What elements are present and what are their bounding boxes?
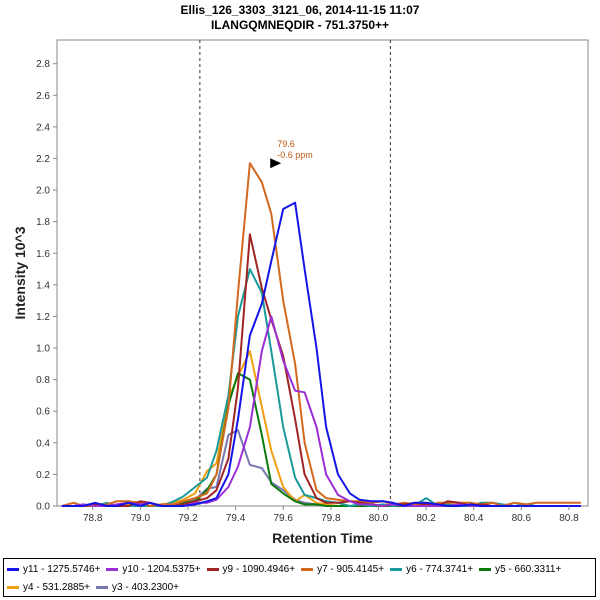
chart-subtitle: ILANGQMNEQDIR - 751.3750++ [211, 18, 389, 32]
x-tick-label: 79.2 [178, 513, 198, 524]
legend-row: y11 - 1275.5746+ y10 - 1204.5375+ y9 - 109… [7, 561, 567, 577]
y-tick-label: 1.4 [36, 280, 50, 291]
y-tick-label: 0.2 [36, 470, 50, 481]
x-tick-label: 78.8 [83, 513, 103, 524]
x-axis: 78.8 79.0 79.2 79.4 79.6 79.8 80.0 80.2 80.4 80.6… [83, 506, 579, 524]
chart-title: Ellis_126_3303_3121_06, 2014-11-15 11:07 [181, 3, 420, 17]
y-tick-label: 1.0 [36, 344, 50, 355]
legend-item: y5 - 660.3311+ [479, 564, 561, 575]
x-tick-label: 80.0 [369, 513, 389, 524]
y-tick-label: 2.2 [36, 154, 50, 165]
legend-swatch [206, 567, 219, 571]
legend-label: y5 - 660.3311+ [495, 563, 562, 575]
y-axis: 0.0 0.2 0.4 0.6 0.8 1.0 1.2 1.4 1.6 1.8 2.0 2.2 2.4 2… [36, 59, 57, 513]
x-tick-label: 80.2 [416, 513, 436, 524]
y-tick-label: 1.8 [36, 217, 50, 228]
y-axis-title: Intensity 10^3 [12, 226, 28, 319]
y-tick-label: 0.0 [36, 502, 50, 513]
legend-swatch [479, 567, 492, 571]
legend: y11 - 1275.5746+ y10 - 1204.5375+ y9 - 109… [3, 558, 596, 597]
legend-item: y7 - 905.4145+ [301, 564, 384, 575]
y-tick-label: 0.8 [36, 375, 50, 386]
series-lines [61, 162, 581, 507]
legend-item: y9 - 1090.4946+ [206, 563, 296, 575]
legend-swatch [301, 567, 314, 571]
x-tick-label: 80.6 [512, 513, 532, 524]
y-tick-label: 2.4 [36, 122, 50, 133]
legend-item: y4 - 531.2885+ [7, 582, 90, 593]
y-tick-label: 0.4 [36, 438, 50, 449]
x-tick-label: 79.0 [131, 513, 151, 524]
y-tick-label: 2.6 [36, 91, 50, 102]
x-tick-label: 79.8 [321, 513, 341, 524]
legend-swatch [7, 585, 19, 589]
peak-marker [270, 158, 282, 169]
legend-label: y9 - 1090.4946+ [222, 563, 296, 575]
peak-rt-label: 79.6 [277, 139, 295, 149]
y-tick-label: 0.6 [36, 407, 50, 418]
legend-item: y3 - 403.2300+ [96, 582, 179, 593]
y-tick-label: 2.8 [36, 59, 50, 70]
legend-row: y4 - 531.2885+ y3 - 403.2300+ [7, 579, 185, 595]
legend-swatch [106, 567, 119, 571]
peak-annotation: 79.6 -0.6 ppm [270, 139, 313, 169]
x-tick-label: 80.8 [559, 513, 579, 524]
legend-item: y6 - 774.3741+ [390, 564, 473, 575]
x-axis-title: Retention Time [272, 530, 373, 546]
legend-label: y3 - 403.2300+ [112, 581, 179, 593]
plot-area [56, 39, 589, 507]
legend-swatch [7, 567, 19, 571]
legend-swatch [390, 567, 403, 571]
peak-ppm-label: -0.6 ppm [277, 150, 313, 160]
y-tick-label: 1.6 [36, 249, 50, 260]
y-tick-label: 1.2 [36, 312, 50, 323]
x-tick-label: 79.6 [273, 513, 293, 524]
legend-label: y6 - 774.3741+ [406, 563, 474, 575]
legend-swatch [96, 585, 108, 589]
legend-label: y7 - 905.4145+ [317, 563, 385, 575]
legend-item: y11 - 1275.5746+ [7, 564, 100, 575]
series-line-y7 [61, 162, 581, 507]
y-tick-label: 2.0 [36, 186, 50, 197]
x-tick-label: 80.4 [464, 513, 484, 524]
legend-label: y4 - 531.2885+ [23, 581, 90, 593]
legend-label: y11 - 1275.5746+ [23, 563, 101, 575]
x-tick-label: 79.4 [226, 513, 246, 524]
series-line-y11 [61, 201, 581, 507]
legend-label: y10 - 1204.5375+ [122, 563, 201, 575]
chart: Ellis_126_3303_3121_06, 2014-11-15 11:07… [12, 3, 589, 546]
legend-item: y10 - 1204.5375+ [106, 563, 201, 575]
